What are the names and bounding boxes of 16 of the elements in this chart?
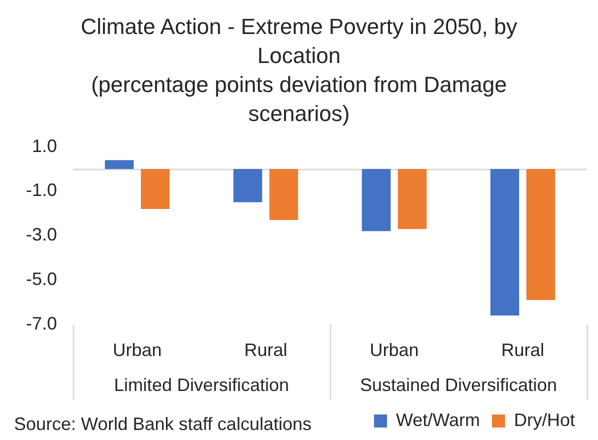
legend-label: Dry/Hot: [514, 410, 576, 430]
x-tick-label: Urban: [112, 340, 162, 360]
text: Sustained Diversification: [360, 374, 558, 395]
x-tick-label: Rural: [244, 340, 288, 360]
x-tick-label: Rural: [501, 340, 544, 360]
y-tick-label: -7.0: [26, 313, 58, 334]
x-tick-label: Urban: [370, 340, 419, 360]
source-note: Source: World Bank staff calculations: [14, 413, 312, 435]
y-tick-label: -3.0: [26, 224, 58, 245]
y-tick-label: -5.0: [26, 268, 58, 289]
text: Limited Diversification: [114, 374, 290, 395]
chart-title: Climate Action - Extreme Poverty in 2050, by Location: [80, 13, 518, 70]
y-tick-label: 1.0: [32, 136, 58, 156]
y-tick-label: -1.0: [26, 180, 58, 200]
legend-label: Wet/Warm: [396, 410, 480, 430]
chart-subtitle: (percentage points deviation from Damage scenarios): [90, 71, 508, 128]
